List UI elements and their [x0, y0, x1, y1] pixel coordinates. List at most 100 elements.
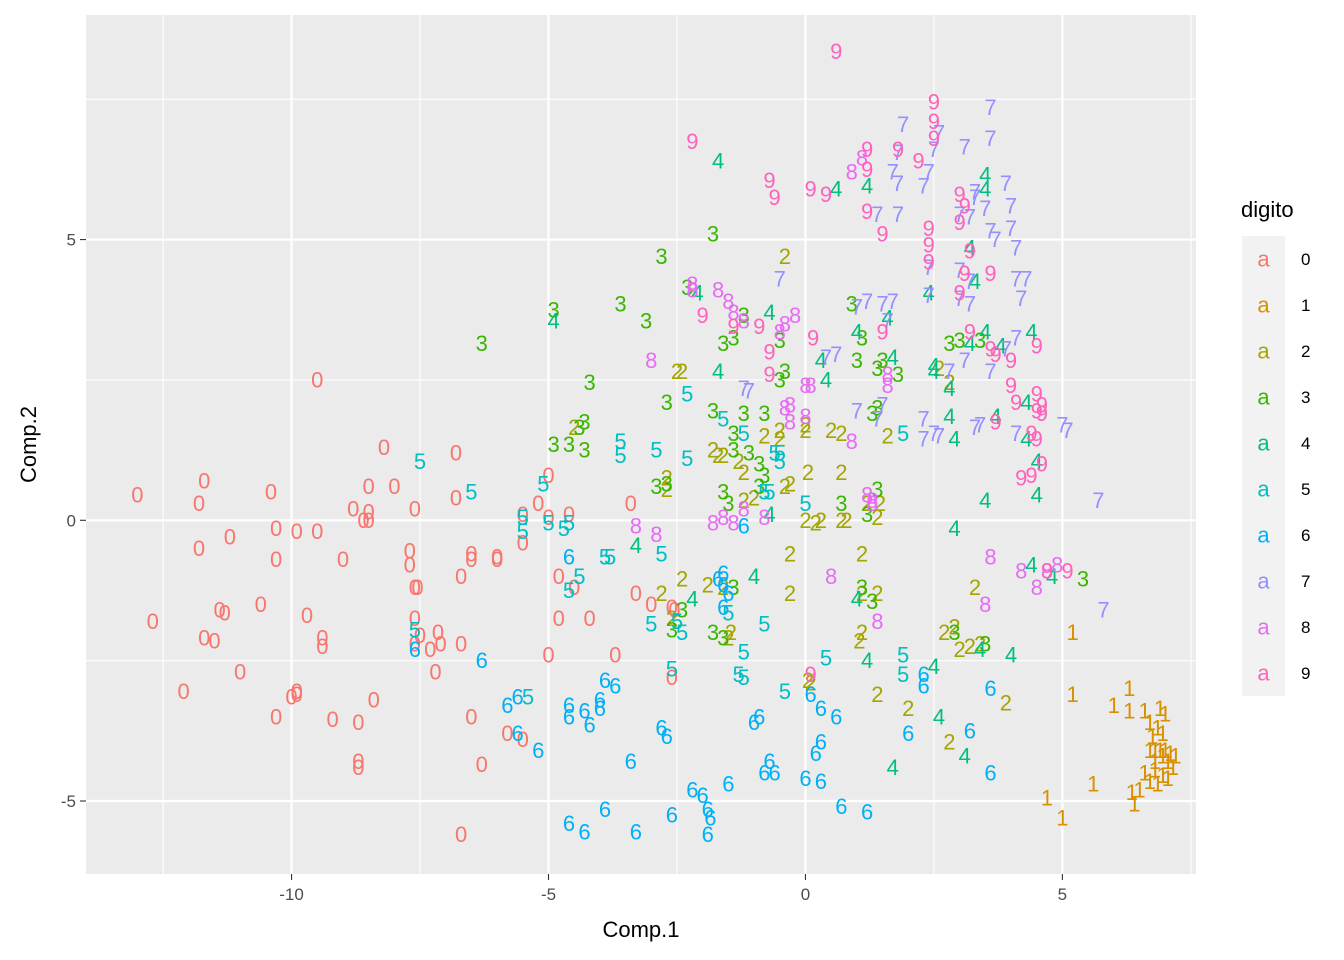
data-point-5: 5	[738, 421, 750, 446]
data-point-3: 3	[974, 328, 986, 353]
data-point-0: 0	[311, 519, 323, 544]
data-point-3: 3	[717, 480, 729, 505]
data-point-9: 9	[861, 137, 873, 162]
data-point-0: 0	[311, 367, 323, 392]
data-point-7: 7	[830, 342, 842, 367]
data-point-1: 1	[1087, 772, 1099, 797]
data-point-6: 6	[717, 572, 729, 597]
data-point-0: 0	[270, 704, 282, 729]
data-point-9: 9	[1025, 463, 1037, 488]
data-point-1: 1	[1067, 620, 1079, 645]
data-point-0: 0	[542, 643, 554, 668]
data-point-0: 0	[409, 631, 421, 656]
data-point-1: 1	[1156, 721, 1168, 746]
y-axis: -5 0 5	[61, 231, 86, 811]
legend-key-bg	[1242, 328, 1285, 374]
data-point-2: 2	[784, 581, 796, 606]
data-point-0: 0	[378, 435, 390, 460]
data-point-3: 3	[548, 432, 560, 457]
data-point-1: 1	[1149, 738, 1161, 763]
data-point-2: 2	[835, 421, 847, 446]
data-point-2: 2	[835, 460, 847, 485]
data-point-5: 5	[563, 511, 575, 536]
data-point-6: 6	[563, 544, 575, 569]
data-point-6: 6	[702, 797, 714, 822]
data-point-3: 3	[614, 292, 626, 317]
legend-title: digito	[1241, 197, 1294, 222]
data-point-3: 3	[774, 367, 786, 392]
data-point-6: 6	[599, 668, 611, 693]
data-point-6: 6	[964, 718, 976, 743]
data-point-2: 2	[856, 581, 868, 606]
data-point-2: 2	[871, 581, 883, 606]
data-point-2: 2	[948, 614, 960, 639]
data-point-7: 7	[851, 398, 863, 423]
data-point-9: 9	[953, 280, 965, 305]
data-point-7: 7	[887, 289, 899, 314]
data-point-4: 4	[928, 359, 940, 384]
data-point-8: 8	[645, 348, 657, 373]
legend-key-5: a	[1257, 477, 1270, 502]
data-point-4: 4	[959, 744, 971, 769]
data-point-3: 3	[727, 421, 739, 446]
data-point-8: 8	[727, 511, 739, 536]
data-point-0: 0	[198, 626, 210, 651]
data-point-0: 0	[568, 575, 580, 600]
data-point-5: 5	[733, 662, 745, 687]
data-point-0: 0	[666, 595, 678, 620]
legend-key-bg	[1242, 558, 1285, 604]
data-point-2: 2	[717, 443, 729, 468]
data-point-5: 5	[614, 443, 626, 468]
legend-key-bg	[1242, 512, 1285, 558]
data-point-1: 1	[1144, 769, 1156, 794]
x-tick-label: -5	[541, 885, 556, 904]
data-point-2: 2	[882, 424, 894, 449]
data-point-1: 1	[1159, 738, 1171, 763]
data-point-0: 0	[455, 822, 467, 847]
x-axis-title: Comp.1	[602, 917, 679, 942]
data-point-3: 3	[738, 401, 750, 426]
data-point-9: 9	[923, 233, 935, 258]
data-point-4: 4	[1020, 390, 1032, 415]
data-point-9: 9	[1041, 558, 1053, 583]
data-point-9: 9	[686, 129, 698, 154]
data-point-9: 9	[830, 39, 842, 64]
data-point-4: 4	[928, 654, 940, 679]
data-point-2: 2	[964, 634, 976, 659]
data-point-3: 3	[948, 620, 960, 645]
data-point-9: 9	[807, 325, 819, 350]
data-point-0: 0	[363, 474, 375, 499]
data-point-7: 7	[851, 294, 863, 319]
data-point-5: 5	[465, 480, 477, 505]
data-point-2: 2	[661, 466, 673, 491]
data-point-9: 9	[959, 193, 971, 218]
data-point-9: 9	[912, 148, 924, 173]
data-point-6: 6	[722, 581, 734, 606]
data-point-2: 2	[712, 443, 724, 468]
data-point-6: 6	[697, 783, 709, 808]
data-point-7: 7	[892, 140, 904, 165]
data-point-7: 7	[923, 283, 935, 308]
data-point-4: 4	[1020, 426, 1032, 451]
data-point-2: 2	[568, 415, 580, 440]
data-point-5: 5	[676, 620, 688, 645]
data-point-3: 3	[1077, 567, 1089, 592]
data-point-7: 7	[1010, 421, 1022, 446]
data-point-3: 3	[707, 398, 719, 423]
legend-label-5: 5	[1301, 480, 1310, 499]
data-point-0: 0	[291, 519, 303, 544]
legend-key-7: a	[1257, 569, 1270, 594]
data-point-2: 2	[717, 575, 729, 600]
legend-key-bg	[1242, 420, 1285, 466]
data-point-7: 7	[887, 160, 899, 185]
data-point-2: 2	[810, 511, 822, 536]
data-point-7: 7	[964, 205, 976, 230]
data-point-2: 2	[938, 620, 950, 645]
data-point-0: 0	[424, 637, 436, 662]
data-point-1: 1	[1154, 696, 1166, 721]
legend-key-4: a	[1257, 431, 1270, 456]
legend-label-4: 4	[1301, 434, 1310, 453]
data-point-7: 7	[1010, 266, 1022, 291]
data-point-4: 4	[979, 177, 991, 202]
data-point-0: 0	[388, 474, 400, 499]
